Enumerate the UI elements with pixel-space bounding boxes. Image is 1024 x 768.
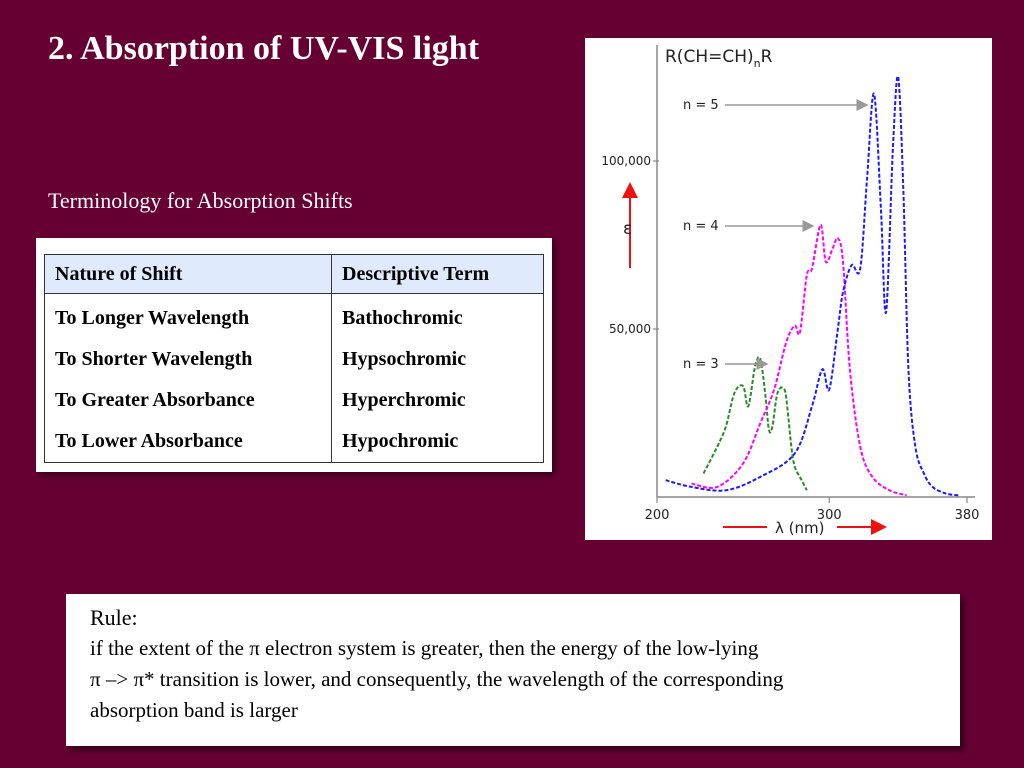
series-line-2: [691, 223, 908, 497]
header-descriptive-term: Descriptive Term: [331, 254, 544, 294]
cell-nature: To Greater Absorbance: [44, 380, 332, 421]
cell-term: Bathochromic: [331, 293, 544, 339]
cell-nature: To Longer Wavelength: [44, 293, 332, 339]
rule-text-line: π –> π* transition is lower, and consequ…: [90, 667, 784, 691]
rule-heading: Rule:: [90, 605, 138, 630]
series-line-1: [702, 356, 808, 491]
rule-box: Rule: if the extent of the π electron sy…: [66, 594, 960, 746]
series-label: n = 5: [683, 98, 719, 113]
table-row: To Longer Wavelength Bathochromic: [44, 293, 544, 339]
series-label: n = 3: [683, 357, 719, 372]
series-line-3: [665, 75, 959, 497]
y-axis-label: ε: [623, 219, 632, 239]
table-header-row: Nature of Shift Descriptive Term: [44, 254, 544, 294]
header-nature-of-shift: Nature of Shift: [44, 254, 332, 294]
cell-term: Hypsochromic: [331, 339, 544, 380]
cell-nature: To Lower Absorbance: [44, 421, 332, 463]
rule-text-line: if the extent of the π electron system i…: [90, 636, 759, 660]
x-tick-label: 380: [955, 508, 980, 523]
slide-subtitle: Terminology for Absorption Shifts: [48, 188, 353, 213]
cell-nature: To Shorter Wavelength: [44, 339, 332, 380]
chart-axes: 200 300 380 50,000 100,000: [601, 45, 979, 523]
terminology-table-card: Nature of Shift Descriptive Term To Long…: [36, 238, 552, 472]
x-tick-label: 200: [645, 508, 670, 523]
cell-term: Hyperchromic: [331, 380, 544, 421]
x-axis-label: λ (nm): [775, 519, 824, 537]
terminology-table: Nature of Shift Descriptive Term To Long…: [44, 254, 544, 463]
table-row: To Greater Absorbance Hyperchromic: [44, 380, 544, 421]
chart-title: R(CH=CH)nR: [665, 47, 773, 70]
rule-text-line: absorption band is larger: [90, 698, 298, 722]
x-tick-label: 300: [817, 508, 842, 523]
chart-series-labels: n = 3 n = 4 n = 5: [683, 98, 869, 372]
y-tick-label: 100,000: [601, 154, 651, 168]
table-row: To Shorter Wavelength Hypsochromic: [44, 339, 544, 380]
cell-term: Hypochromic: [331, 421, 544, 463]
chart-series: [665, 75, 959, 497]
y-tick-label: 50,000: [609, 322, 651, 336]
slide-title: 2. Absorption of UV-VIS light: [48, 30, 480, 67]
table-row: To Lower Absorbance Hypochromic: [44, 421, 544, 463]
series-label: n = 4: [683, 219, 719, 234]
